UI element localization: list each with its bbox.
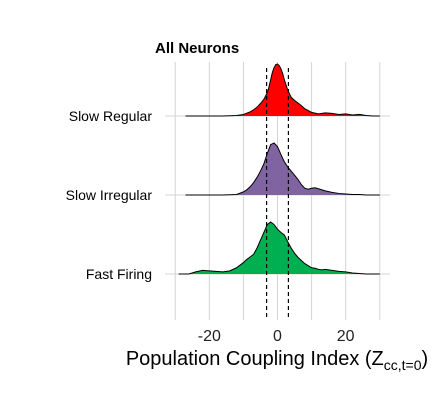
ridges-layer	[178, 63, 380, 275]
x-ticks: -20 0 20	[198, 328, 355, 345]
x-axis-label-main: Population Coupling Index (Z	[126, 348, 384, 370]
x-axis-label: Population Coupling Index (Zcc,t=0)	[126, 348, 428, 373]
x-axis-label-subscript: cc,t=0	[384, 357, 422, 373]
x-tick-label: -20	[198, 328, 221, 345]
ridge-fill-slow-irregular	[185, 143, 380, 195]
y-label-fast-firing: Fast Firing	[86, 266, 152, 282]
ridge-outline-fast-firing	[178, 221, 380, 275]
y-label-slow-irregular: Slow Irregular	[66, 187, 153, 203]
y-labels: Slow Regular Slow Irregular Fast Firing	[66, 108, 153, 282]
x-axis-label-close: )	[422, 348, 429, 370]
ridge-fill-slow-regular	[185, 64, 380, 116]
x-tick-label: 0	[273, 328, 282, 345]
chart-title: All Neurons	[155, 40, 239, 57]
ridge-outline-slow-irregular	[185, 142, 380, 196]
ridge-fill-fast-firing	[178, 222, 380, 274]
vlines-layer	[265, 68, 290, 320]
y-label-slow-regular: Slow Regular	[69, 108, 153, 124]
ridge-outline-slow-regular	[185, 63, 380, 117]
x-tick-label: 20	[337, 328, 355, 345]
